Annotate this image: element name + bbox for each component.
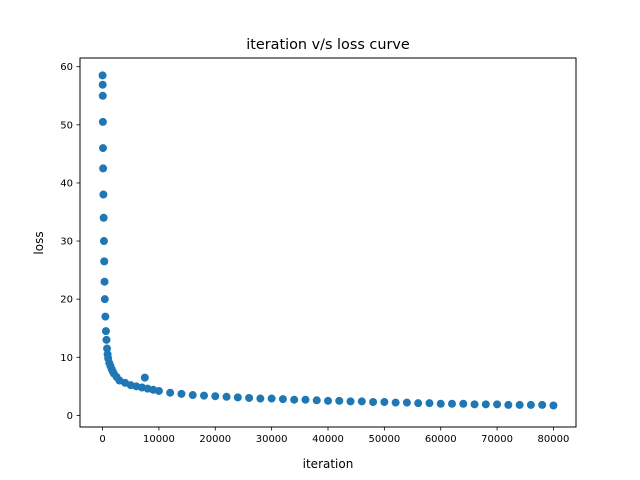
x-tick-label: 20000 — [199, 434, 231, 445]
data-point — [99, 190, 108, 199]
y-axis-label: loss — [32, 231, 46, 254]
data-point — [448, 399, 456, 408]
y-tick-label: 50 — [60, 120, 73, 131]
data-point — [278, 395, 287, 404]
data-point — [222, 392, 231, 401]
data-point — [290, 395, 299, 404]
y-tick-label: 60 — [60, 62, 73, 73]
data-point — [211, 392, 220, 401]
data-point — [538, 400, 547, 409]
data-point — [380, 398, 389, 407]
data-point — [98, 117, 107, 126]
data-point — [154, 386, 163, 395]
data-point — [166, 388, 175, 397]
x-tick-label: 10000 — [143, 434, 175, 445]
y-tick-label: 40 — [60, 178, 73, 189]
data-point — [233, 393, 242, 402]
y-axis-ticks: 0 10 20 30 40 50 60 — [60, 62, 80, 422]
data-point — [99, 237, 108, 246]
data-point — [101, 312, 110, 321]
y-tick-label: 20 — [60, 295, 73, 306]
y-tick-label: 10 — [60, 353, 73, 364]
scatter-points — [98, 71, 558, 410]
data-point — [436, 399, 445, 408]
data-point — [459, 399, 468, 408]
data-point — [324, 396, 332, 405]
data-point — [481, 400, 490, 409]
data-point — [335, 396, 344, 405]
data-point — [100, 295, 109, 304]
data-point — [402, 398, 411, 407]
data-point — [515, 400, 524, 409]
y-tick-label: 30 — [60, 237, 73, 248]
data-point — [100, 277, 109, 286]
y-tick-label: 0 — [67, 411, 73, 422]
data-point — [346, 397, 355, 406]
data-point — [493, 400, 502, 409]
x-tick-label: 60000 — [425, 434, 457, 445]
data-point — [140, 373, 149, 382]
data-point — [99, 164, 108, 173]
x-tick-label: 0 — [99, 434, 105, 445]
data-point — [414, 399, 423, 408]
data-point — [103, 344, 112, 353]
data-point — [312, 396, 321, 405]
data-point — [504, 400, 513, 409]
x-tick-label: 70000 — [481, 434, 513, 445]
data-point — [425, 399, 434, 408]
data-point — [98, 80, 107, 89]
data-point — [188, 391, 197, 400]
x-axis-ticks: 0 10000 20000 30000 40000 50000 60000 70000 8000… — [99, 427, 569, 445]
x-tick-label: 40000 — [312, 434, 344, 445]
data-point — [245, 393, 254, 402]
data-point — [99, 213, 108, 222]
data-point — [99, 144, 107, 153]
data-point — [357, 397, 366, 406]
data-point — [301, 395, 310, 404]
x-tick-label: 80000 — [538, 434, 570, 445]
x-tick-label: 30000 — [256, 434, 288, 445]
data-point — [256, 394, 265, 403]
data-point — [369, 398, 378, 407]
data-point — [267, 394, 276, 403]
data-point — [200, 391, 208, 400]
data-point — [526, 400, 535, 409]
data-point — [177, 389, 186, 398]
chart-title: iteration v/s loss curve — [246, 37, 410, 53]
data-point — [549, 401, 558, 410]
x-axis-label: iteration — [303, 457, 354, 471]
x-tick-label: 50000 — [368, 434, 400, 445]
data-point — [391, 398, 400, 407]
data-point — [470, 400, 479, 409]
data-point — [102, 335, 111, 344]
data-point — [101, 327, 110, 336]
data-point — [100, 257, 109, 266]
data-point — [98, 91, 107, 100]
data-point — [98, 71, 107, 80]
